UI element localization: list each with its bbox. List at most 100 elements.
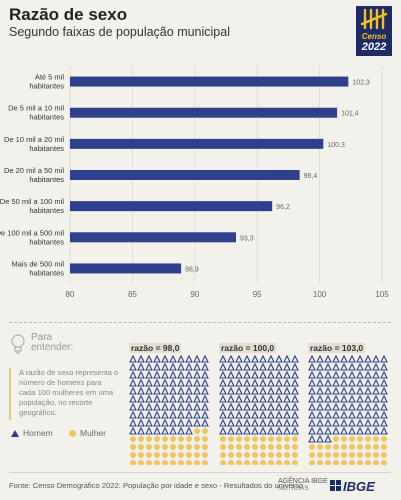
man-triangle-icon [340,394,348,403]
woman-dot-icon [373,452,379,458]
man-triangle-icon [235,402,243,411]
man-triangle-icon [243,355,251,363]
woman-dot-icon [357,436,363,442]
woman-dot-icon [357,444,363,450]
man-triangle-icon [372,426,380,435]
man-triangle-icon [193,402,201,411]
man-triangle-icon [364,386,372,395]
ibge-mark-icon [330,480,341,491]
man-triangle-icon [340,402,348,411]
man-triangle-icon [291,370,299,379]
man-triangle-icon [283,394,291,403]
man-triangle-icon [364,362,372,371]
ratio-label: razão = 103,0 [308,343,366,353]
man-triangle-icon [364,418,372,427]
man-triangle-icon [219,362,227,371]
woman-dot-icon [194,444,200,450]
woman-dot-icon [178,436,184,442]
bar [70,170,300,180]
man-triangle-icon [291,426,299,435]
man-triangle-icon [201,370,209,379]
man-triangle-icon [153,426,161,435]
woman-dot-icon [333,444,339,450]
woman-dot-icon [317,460,323,465]
man-triangle-icon [201,378,209,387]
category-label: De 100 mil a 500 mil [0,228,64,237]
woman-dot-icon [194,452,200,458]
man-triangle-icon [153,362,161,371]
man-triangle-icon [201,386,209,395]
man-triangle-icon [161,370,169,379]
woman-dot-icon [194,460,200,465]
man-triangle-icon [235,378,243,387]
censo-logo-year: 2022 [361,41,387,53]
bar-value-label: 93,3 [240,235,254,242]
category-label: habitantes [29,268,64,277]
woman-dot-icon [244,452,250,458]
lightbulb-icon [11,334,25,354]
category-label: habitantes [29,206,64,215]
man-triangle-icon [372,362,380,371]
man-triangle-icon [340,410,348,419]
bar-value-label: 98,4 [304,173,318,180]
man-triangle-icon [169,410,177,419]
woman-dot-icon [162,452,168,458]
woman-dot-icon [138,436,144,442]
bar-value-label: 100,3 [327,142,345,149]
man-triangle-icon [283,362,291,371]
man-triangle-icon [283,355,291,363]
woman-dot-icon [130,436,136,442]
category-label: Até 5 mil [35,73,65,82]
man-triangle-icon [324,410,332,419]
woman-dot-icon [154,444,160,450]
man-triangle-icon [227,402,235,411]
woman-dot-icon [268,444,274,450]
man-triangle-icon [380,426,388,435]
woman-dot-icon [162,460,168,465]
man-triangle-icon [348,394,356,403]
woman-dot-icon [365,444,371,450]
woman-dot-icon [202,452,208,458]
agencia-line2: NOTÍCIAS [278,485,309,492]
woman-dot-icon [170,444,176,450]
man-triangle-icon [380,402,388,411]
woman-dot-icon [317,444,323,450]
woman-dot-icon [178,460,184,465]
woman-dot-icon [170,460,176,465]
woman-dot-icon [309,444,315,450]
woman-dot-icon [276,436,282,442]
man-triangle-icon [251,355,259,363]
man-triangle-icon [219,378,227,387]
bar [70,138,324,149]
man-triangle-icon [283,410,291,419]
bar-value-label: 88,9 [185,266,199,273]
man-triangle-icon [177,370,185,379]
man-triangle-icon [137,410,145,419]
man-triangle-icon [177,418,185,427]
x-tick-label: 95 [253,290,262,299]
man-triangle-icon [185,370,193,379]
woman-dot-icon [228,460,234,465]
man-triangle-icon [153,402,161,411]
man-triangle-icon [227,378,235,387]
category-label: De 10 mil a 20 mil [4,135,64,144]
woman-dot-icon [349,444,355,450]
ratio-grid-100: razão = 100,0 [219,343,299,465]
man-triangle-icon [201,410,209,419]
man-triangle-icon [193,362,201,371]
man-triangle-icon [145,410,153,419]
man-triangle-icon [267,370,275,379]
man-triangle-icon [177,410,185,419]
woman-dot-icon [333,436,339,442]
woman-dot-icon [244,460,250,465]
bar [70,76,349,87]
man-triangle-icon [137,402,145,411]
bar-value-label: 101,4 [341,111,359,118]
man-triangle-icon [316,434,324,443]
woman-dot-icon [154,460,160,465]
man-triangle-icon [275,355,283,363]
man-triangle-icon [243,394,251,403]
man-triangle-icon [193,410,201,419]
man-triangle-icon [177,394,185,403]
man-triangle-icon [372,355,380,363]
